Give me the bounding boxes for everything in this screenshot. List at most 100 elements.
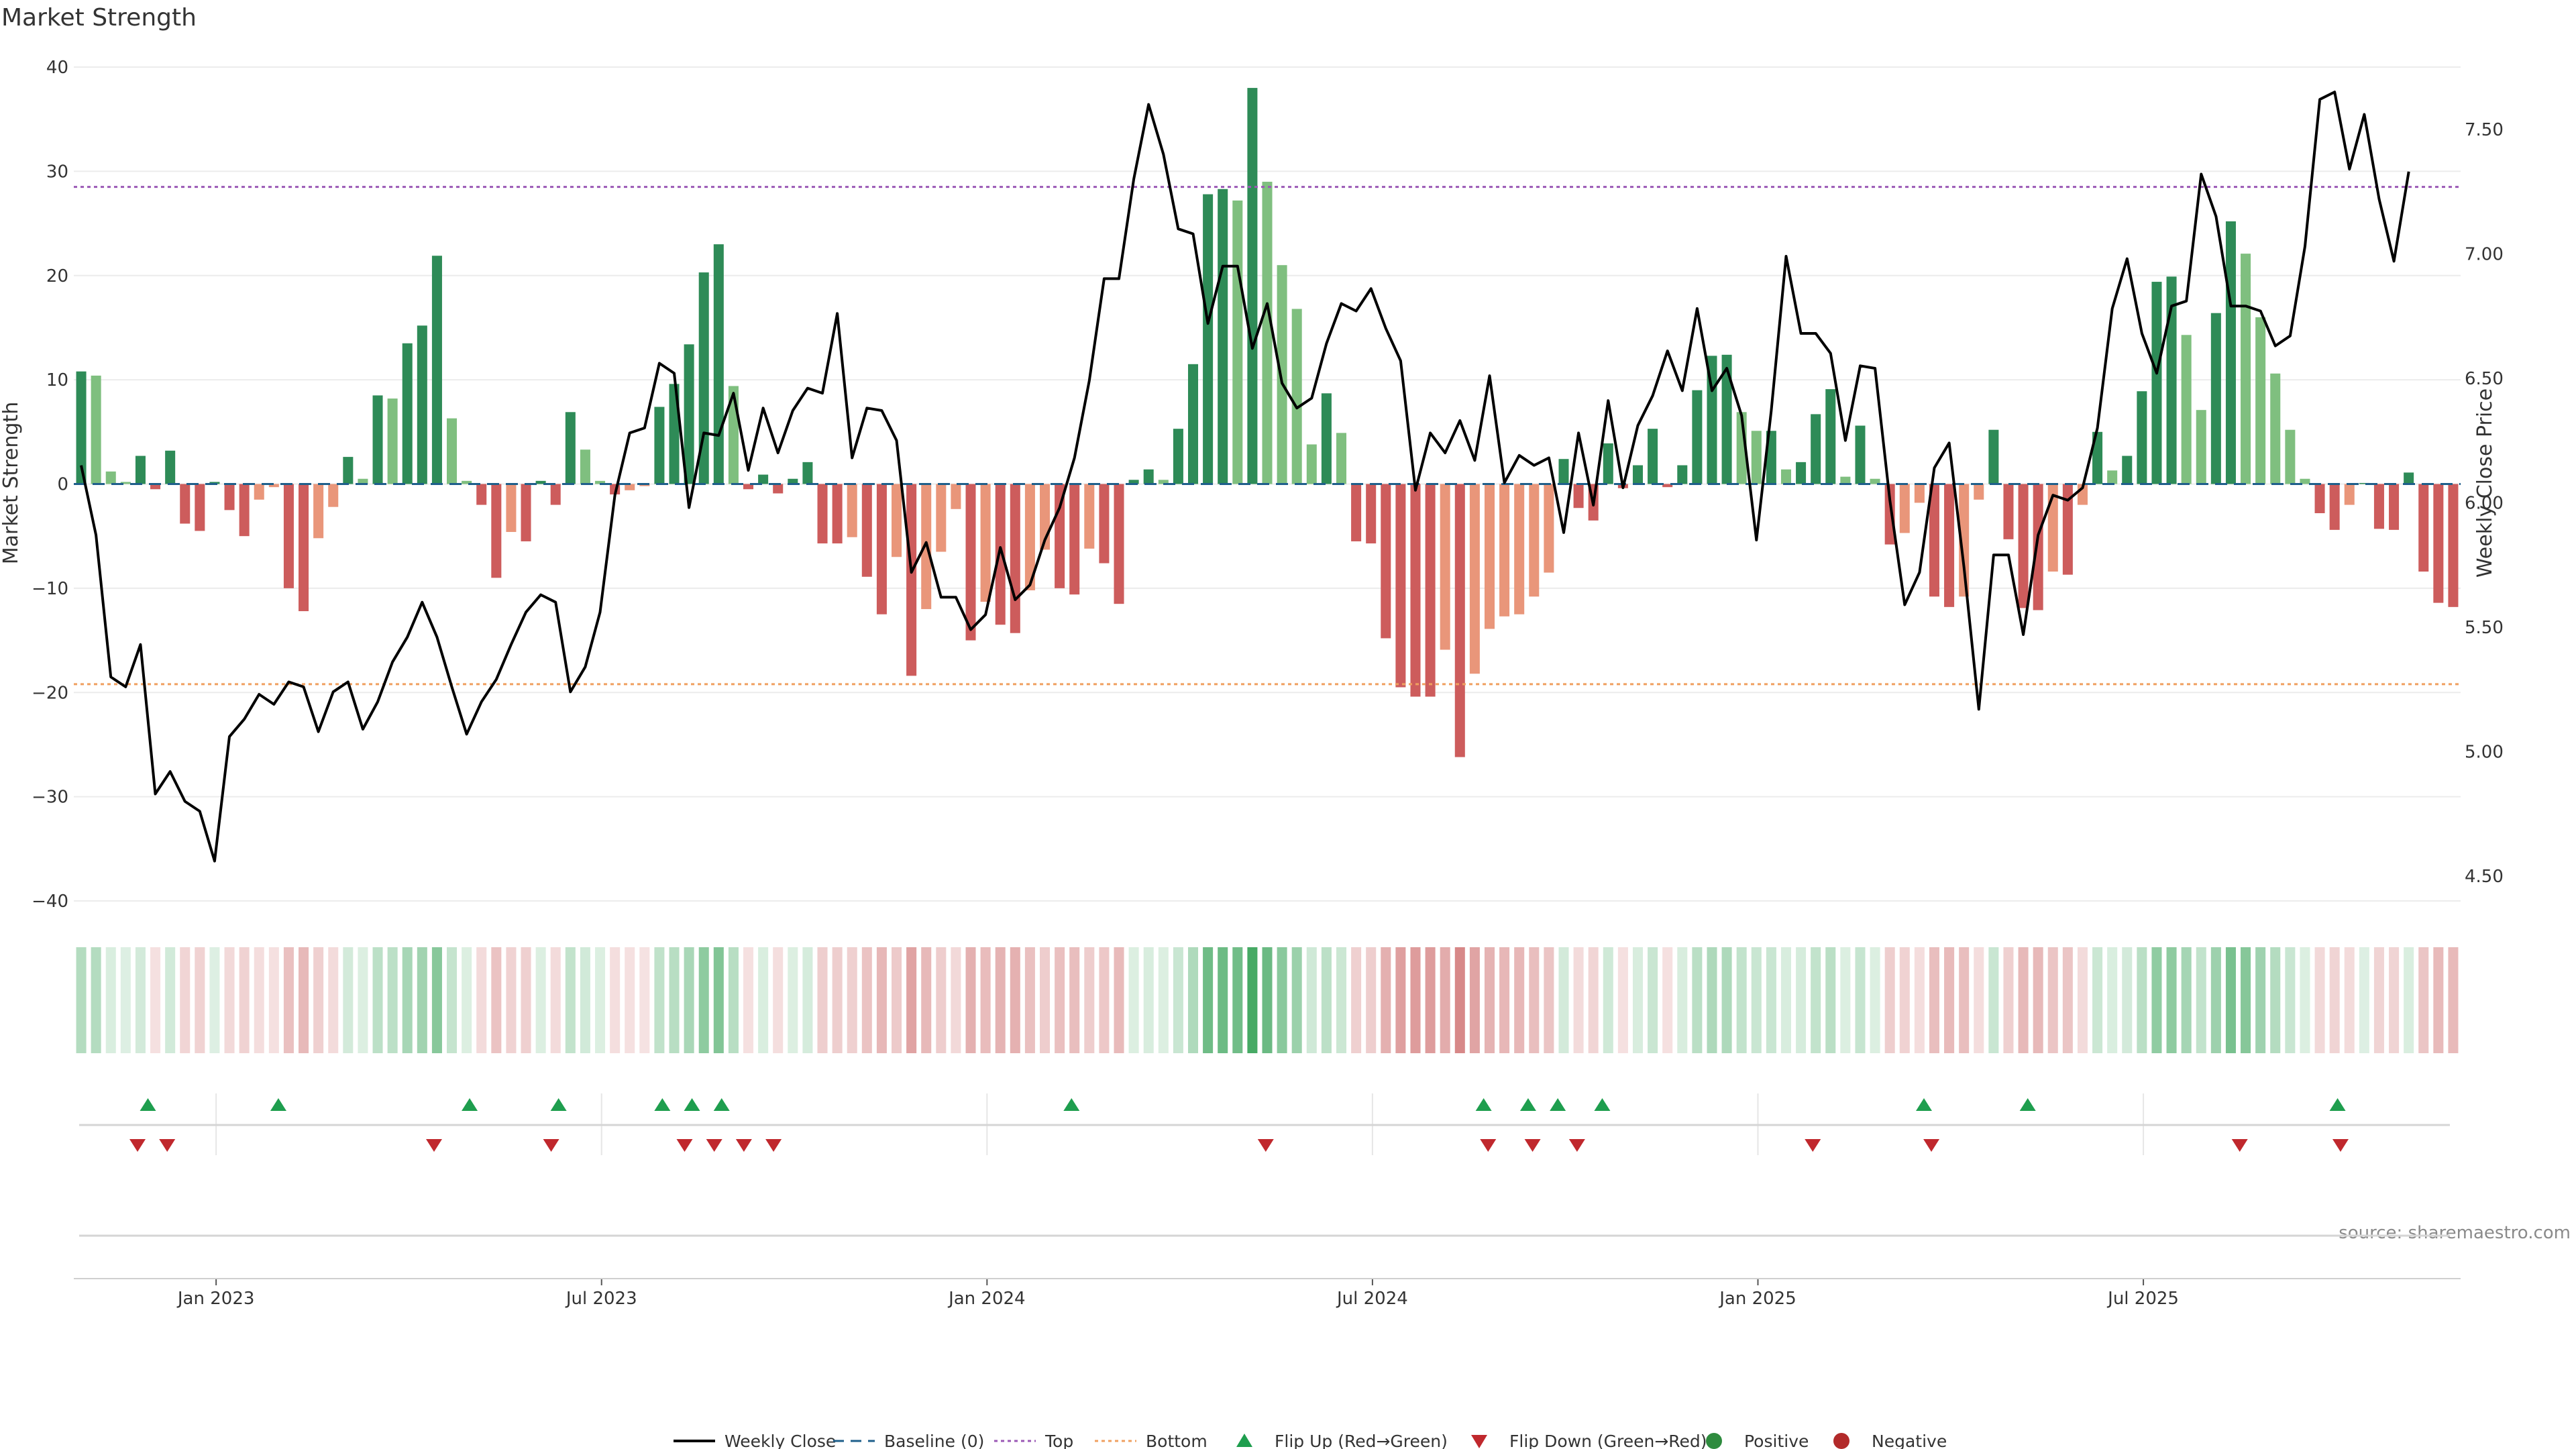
heat-cell bbox=[1440, 947, 1450, 1053]
strength-bar bbox=[847, 484, 857, 537]
strength-bar bbox=[313, 484, 324, 539]
heat-cell bbox=[447, 947, 458, 1053]
source-note: source: sharemaestro.com bbox=[2339, 1223, 2571, 1243]
strength-bar bbox=[995, 484, 1006, 625]
heat-cell bbox=[372, 947, 383, 1053]
strength-bar bbox=[1573, 484, 1584, 508]
heat-cell bbox=[684, 947, 694, 1053]
flip-down-marker bbox=[706, 1139, 722, 1152]
strength-bar bbox=[2092, 431, 2103, 484]
flip-down-marker bbox=[1923, 1139, 1940, 1152]
strength-bar bbox=[372, 395, 383, 484]
strength-bar bbox=[2389, 484, 2400, 530]
heat-cell bbox=[2047, 947, 2058, 1053]
heat-cell bbox=[135, 947, 146, 1053]
heat-cell bbox=[1914, 947, 1925, 1053]
strength-bar bbox=[1069, 484, 1080, 595]
strength-bar bbox=[1454, 484, 1465, 757]
heat-cell bbox=[328, 947, 339, 1053]
flip-down-marker bbox=[1257, 1139, 1274, 1152]
flip-down-marker bbox=[1568, 1139, 1585, 1152]
y-tick-label-left: 10 bbox=[46, 370, 68, 390]
strength-bar bbox=[758, 474, 769, 484]
flip-markers bbox=[129, 1098, 2349, 1152]
heat-cell bbox=[2270, 947, 2281, 1053]
strength-bar bbox=[358, 478, 368, 484]
heat-cell bbox=[1780, 947, 1791, 1053]
strength-bar bbox=[1558, 459, 1569, 484]
heat-cell bbox=[847, 947, 857, 1053]
heat-cell bbox=[1840, 947, 1851, 1053]
strength-bar bbox=[773, 484, 784, 494]
strength-bar bbox=[2047, 484, 2058, 572]
heat-cell bbox=[2092, 947, 2103, 1053]
strength-bar bbox=[462, 480, 472, 484]
strength-bar bbox=[1648, 429, 1658, 484]
heat-cell bbox=[1203, 947, 1214, 1053]
strength-bar bbox=[980, 484, 991, 602]
heat-cell bbox=[550, 947, 561, 1053]
strength-bar bbox=[965, 484, 976, 641]
strength-bar bbox=[743, 484, 754, 490]
strength-bar bbox=[802, 462, 813, 484]
heat-cell bbox=[832, 947, 843, 1053]
strength-bar bbox=[1514, 484, 1525, 614]
strength-bar bbox=[713, 244, 724, 484]
strength-bar bbox=[2122, 455, 2133, 484]
flip-down-marker bbox=[159, 1139, 176, 1152]
strength-bar bbox=[105, 471, 116, 484]
heat-cell bbox=[1825, 947, 1836, 1053]
strength-bar bbox=[1929, 484, 1939, 597]
y-tick-label-right: 6.50 bbox=[2465, 369, 2504, 389]
flip-up-marker bbox=[1063, 1098, 1080, 1111]
heat-cell bbox=[876, 947, 887, 1053]
strength-bar bbox=[1440, 484, 1450, 650]
legend-label: Baseline (0) bbox=[884, 1432, 984, 1449]
strength-bar bbox=[2166, 276, 2177, 484]
strength-bar bbox=[535, 480, 546, 484]
strength-bar bbox=[1870, 478, 1880, 484]
heat-cell bbox=[1588, 947, 1599, 1053]
heat-cell bbox=[2314, 947, 2325, 1053]
strength-bar bbox=[1099, 484, 1110, 564]
heat-cell bbox=[1218, 947, 1228, 1053]
heat-cell bbox=[1336, 947, 1347, 1053]
heat-cell bbox=[861, 947, 872, 1053]
strength-bars bbox=[76, 88, 2459, 757]
strength-bar bbox=[417, 325, 427, 484]
heat-cell bbox=[2210, 947, 2221, 1053]
heat-cell bbox=[980, 947, 991, 1053]
heat-cell bbox=[2033, 947, 2043, 1053]
heat-cell bbox=[728, 947, 739, 1053]
flip-up-marker bbox=[2329, 1098, 2346, 1111]
x-tick-label: Jan 2024 bbox=[947, 1289, 1026, 1309]
heat-cell bbox=[2003, 947, 2014, 1053]
heat-cell bbox=[2196, 947, 2206, 1053]
strength-bar bbox=[951, 484, 961, 509]
strength-bar bbox=[1796, 462, 1807, 484]
strength-bar bbox=[299, 484, 309, 612]
legend-flip-down-icon bbox=[1471, 1435, 1487, 1448]
strength-bar bbox=[2314, 484, 2325, 514]
strength-bar bbox=[1884, 484, 1895, 545]
strength-bar bbox=[1499, 484, 1510, 616]
heat-cell bbox=[1796, 947, 1807, 1053]
strength-bar bbox=[2018, 484, 2029, 608]
flip-down-marker bbox=[426, 1139, 443, 1152]
heat-cell bbox=[788, 947, 798, 1053]
heat-cell bbox=[2225, 947, 2236, 1053]
heat-cell bbox=[462, 947, 472, 1053]
heat-cell bbox=[936, 947, 947, 1053]
heat-cell bbox=[343, 947, 354, 1053]
price-line bbox=[80, 91, 2410, 863]
strength-bar bbox=[1944, 484, 1955, 607]
heat-cell bbox=[758, 947, 769, 1053]
heat-cell bbox=[669, 947, 680, 1053]
strength-bar bbox=[2418, 484, 2429, 572]
heat-cell bbox=[283, 947, 294, 1053]
strength-bar bbox=[550, 484, 561, 505]
heat-cell bbox=[639, 947, 650, 1053]
heat-strip bbox=[76, 947, 2459, 1053]
strength-bar bbox=[1114, 484, 1124, 604]
